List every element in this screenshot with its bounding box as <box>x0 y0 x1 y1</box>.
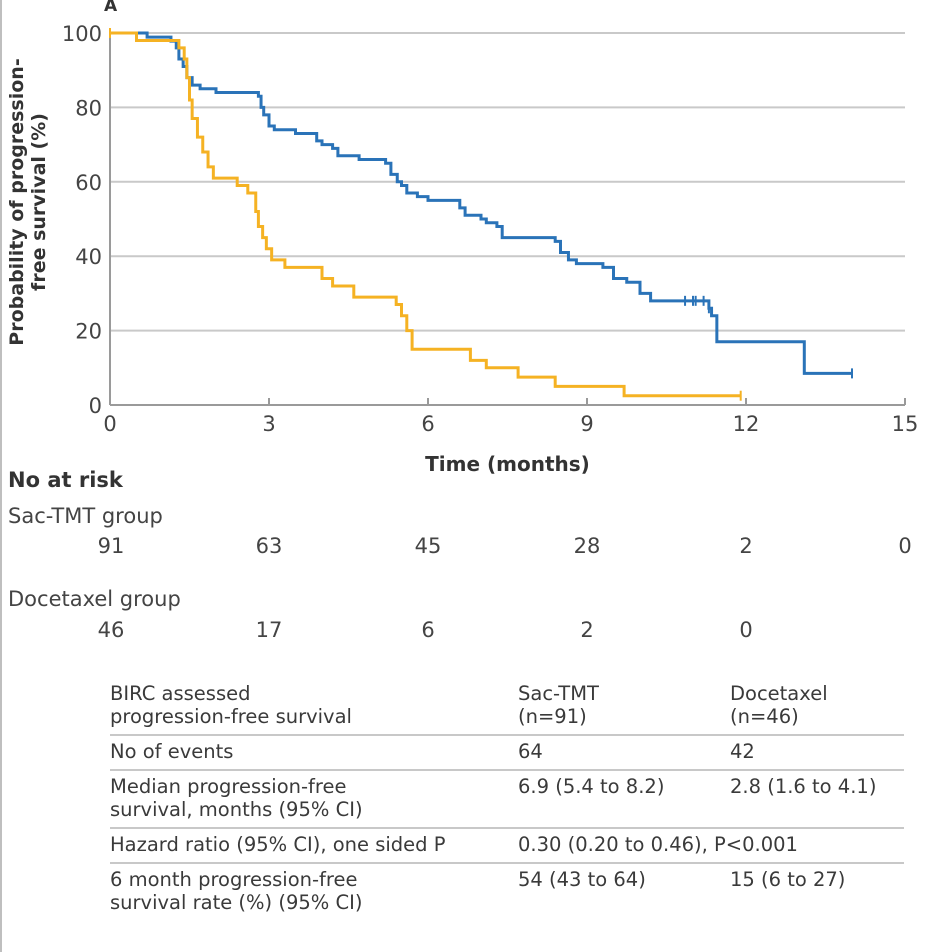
x-tick-label: 6 <box>421 412 434 436</box>
risk-value: 17 <box>255 618 283 642</box>
x-tick-label: 0 <box>103 412 116 436</box>
row-label-line-2: survival rate (%) (95% CI) <box>110 891 363 914</box>
row-label: No of events <box>110 740 234 763</box>
y-tick-label: 0 <box>89 394 102 418</box>
y-tick-labels: 0 20 40 60 80 100 <box>62 22 102 418</box>
table-row-events: No of events 64 42 <box>110 736 904 771</box>
panel-label: A <box>104 0 118 16</box>
risk-value: 45 <box>414 534 442 558</box>
risk-value: 63 <box>255 534 283 558</box>
summary-table-header: BIRC assessed progression-free survival … <box>110 678 904 736</box>
y-tick-label: 20 <box>75 320 102 344</box>
y-tick-label: 40 <box>75 245 102 269</box>
risk-value: 2 <box>739 534 753 558</box>
cell-sac-tmt: 6.9 (5.4 to 8.2) <box>518 775 665 798</box>
km-plot: 0 20 40 60 80 100 0 3 6 9 12 15 <box>62 22 918 436</box>
header-sac-tmt: Sac-TMT <box>518 682 599 705</box>
survival-curves <box>109 28 853 401</box>
risk-value: 0 <box>898 534 912 558</box>
header-label-line-2: progression-free survival <box>110 705 352 728</box>
table-row-hazard-ratio: Hazard ratio (95% CI), one sided P 0.30 … <box>110 829 904 864</box>
risk-group-label-sac-tmt: Sac-TMT group <box>8 504 163 528</box>
y-tick-label: 60 <box>75 171 102 195</box>
cell-docetaxel: 42 <box>730 740 755 763</box>
x-axis-label: Time (months) <box>425 452 590 476</box>
risk-value: 91 <box>97 534 125 558</box>
x-tick-labels: 0 3 6 9 12 15 <box>103 412 918 436</box>
x-tick-label: 15 <box>892 412 919 436</box>
risk-value: 46 <box>97 618 125 642</box>
page-left-border <box>0 0 2 952</box>
row-label: Hazard ratio (95% CI), one sided P <box>110 833 446 856</box>
summary-table: BIRC assessed progression-free survival … <box>110 678 904 920</box>
cell-sac-tmt: 54 (43 to 64) <box>518 868 646 891</box>
y-tick-label: 80 <box>75 96 102 120</box>
cell-docetaxel: 2.8 (1.6 to 4.1) <box>730 775 877 798</box>
row-label-line-1: 6 month progression-free <box>110 868 358 891</box>
x-tick-label: 3 <box>262 412 275 436</box>
km-curve-sac-tmt <box>110 31 852 375</box>
cell-hazard-ratio: 0.30 (0.20 to 0.46), P<0.001 <box>518 833 798 856</box>
risk-group-label-docetaxel: Docetaxel group <box>8 587 181 611</box>
header-sac-tmt-n: (n=91) <box>518 705 587 728</box>
x-tick-label: 12 <box>733 412 760 436</box>
x-tick-label: 9 <box>580 412 593 436</box>
cell-sac-tmt: 64 <box>518 740 543 763</box>
cell-docetaxel: 15 (6 to 27) <box>730 868 846 891</box>
row-label-line-1: Median progression-free <box>110 775 347 798</box>
header-docetaxel: Docetaxel <box>730 682 828 705</box>
row-label-line-2: survival, months (95% CI) <box>110 798 363 821</box>
header-label-line-1: BIRC assessed <box>110 682 251 705</box>
risk-value: 28 <box>573 534 601 558</box>
risk-value: 6 <box>421 618 435 642</box>
axes <box>109 30 906 406</box>
risk-value: 0 <box>739 618 753 642</box>
header-docetaxel-n: (n=46) <box>730 705 799 728</box>
risk-value: 2 <box>580 618 594 642</box>
y-tick-label: 100 <box>62 22 102 46</box>
table-row-median-pfs: Median progression-free survival, months… <box>110 771 904 829</box>
gridlines <box>110 32 905 332</box>
risk-table-title: No at risk <box>8 468 123 492</box>
table-row-6-month-rate: 6 month progression-free survival rate (… <box>110 864 904 920</box>
km-curve-docetaxel <box>110 31 741 398</box>
